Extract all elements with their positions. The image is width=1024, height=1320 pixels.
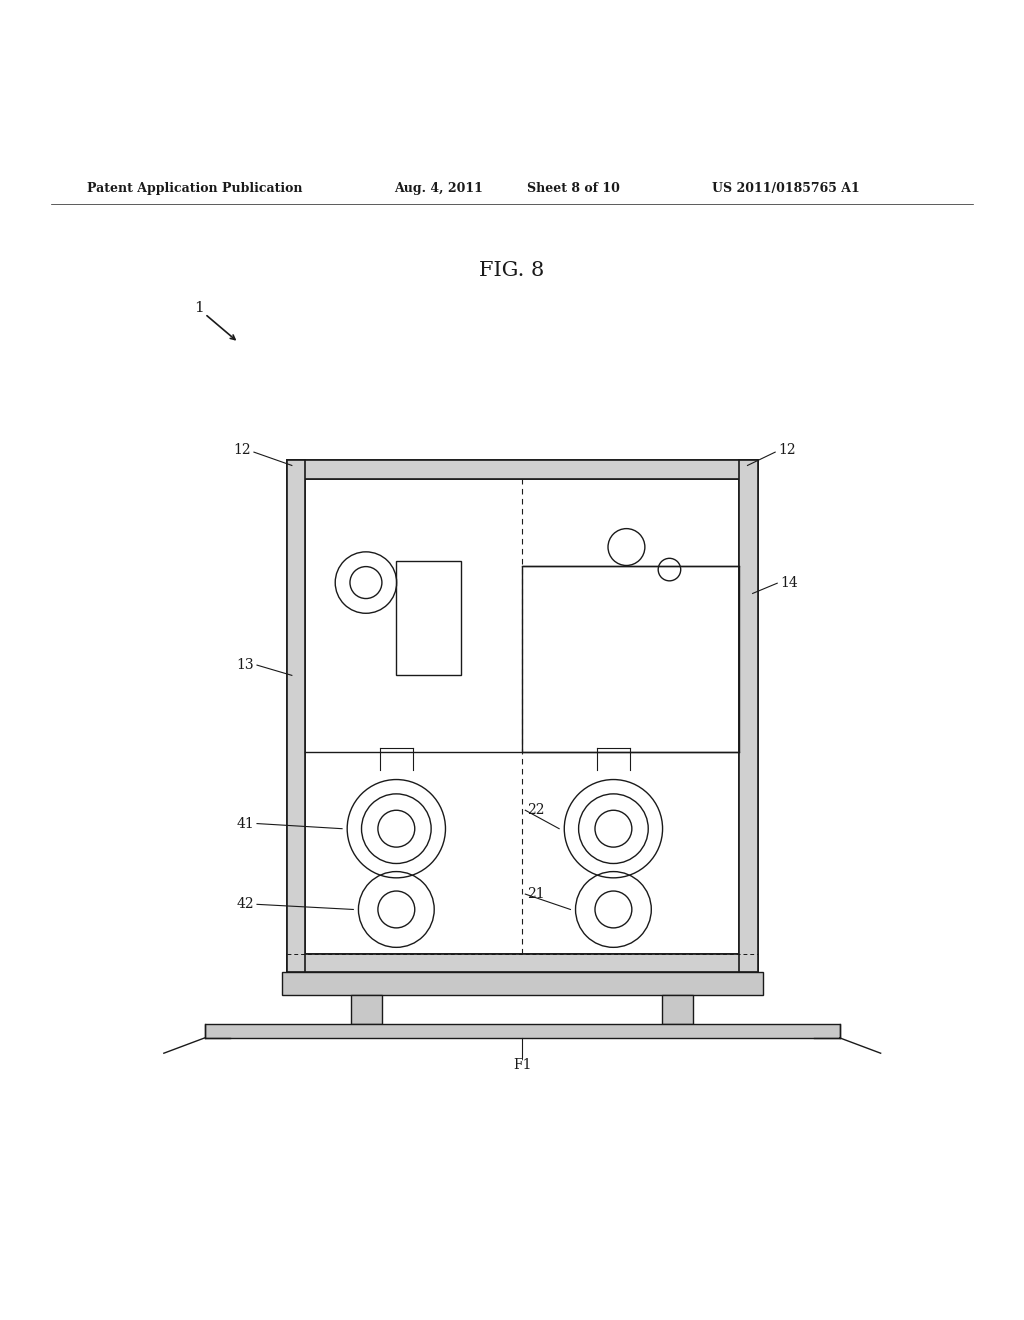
- Bar: [287, 461, 758, 479]
- Bar: [205, 1023, 840, 1038]
- Bar: [522, 566, 739, 752]
- Text: 12: 12: [778, 444, 796, 457]
- Bar: [287, 954, 758, 973]
- Text: 42: 42: [237, 898, 254, 911]
- Bar: [287, 461, 758, 973]
- Bar: [396, 561, 462, 676]
- Bar: [351, 995, 382, 1023]
- Text: 13: 13: [237, 659, 254, 672]
- Bar: [663, 995, 693, 1023]
- Text: Patent Application Publication: Patent Application Publication: [87, 182, 302, 195]
- Bar: [739, 461, 758, 973]
- Text: 12: 12: [233, 444, 251, 457]
- Text: 1: 1: [195, 301, 205, 315]
- Text: F1: F1: [513, 1059, 531, 1072]
- Bar: [305, 479, 739, 954]
- Bar: [287, 461, 305, 973]
- Bar: [739, 461, 758, 973]
- Bar: [287, 461, 758, 479]
- Text: 21: 21: [527, 887, 545, 902]
- Bar: [287, 954, 758, 973]
- Text: FIG. 8: FIG. 8: [479, 261, 545, 280]
- Text: US 2011/0185765 A1: US 2011/0185765 A1: [712, 182, 859, 195]
- Bar: [282, 973, 763, 995]
- Text: Aug. 4, 2011: Aug. 4, 2011: [394, 182, 483, 195]
- Text: 14: 14: [780, 577, 798, 590]
- Text: Sheet 8 of 10: Sheet 8 of 10: [527, 182, 621, 195]
- Text: 41: 41: [237, 817, 254, 830]
- Bar: [287, 461, 305, 973]
- Text: 22: 22: [527, 804, 545, 817]
